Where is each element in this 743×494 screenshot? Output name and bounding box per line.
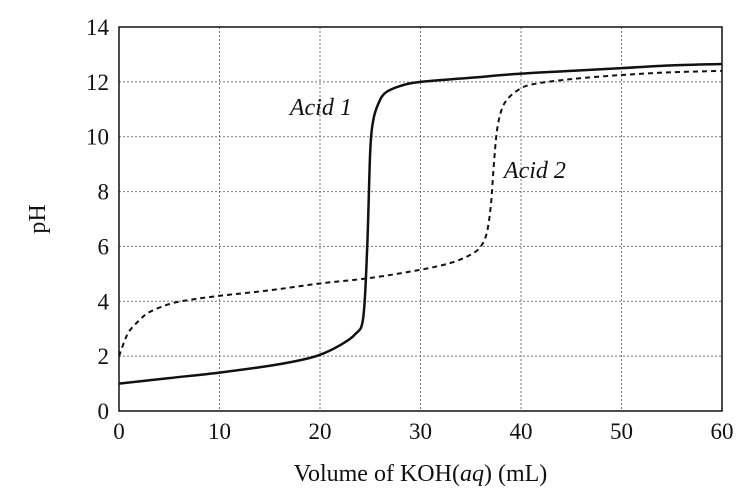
plot-frame: [118, 26, 723, 412]
series-label-acid-2: Acid 2: [502, 158, 566, 184]
x-tick-label: 50: [610, 419, 633, 444]
y-tick-label: 6: [98, 234, 110, 259]
y-tick-label: 8: [98, 180, 110, 205]
y-axis-label: pH: [25, 204, 51, 233]
y-tick-labels: 0 2 4 6 8 10 12 14: [86, 15, 110, 424]
y-tick-label: 4: [98, 289, 110, 314]
y-tick-label: 2: [98, 344, 110, 369]
series-line-acid-1: [118, 62, 723, 385]
x-tick-label: 30: [409, 419, 432, 444]
x-tick-label: 60: [711, 419, 734, 444]
x-tick-label: 40: [510, 419, 533, 444]
series-labels: Acid 1 Acid 2: [288, 95, 566, 184]
x-tick-label: 20: [309, 419, 332, 444]
x-axis-label: Volume of KOH(aq) (mL): [294, 461, 548, 487]
y-tick-label: 14: [86, 15, 110, 40]
x-tick-label: 10: [208, 419, 231, 444]
series-lines: [118, 62, 723, 385]
y-tick-label: 12: [86, 70, 109, 95]
y-tick-label: 10: [86, 125, 109, 150]
series-line-acid-2: [118, 69, 723, 357]
series-label-acid-1: Acid 1: [288, 95, 352, 121]
x-tick-label: 0: [113, 419, 125, 444]
grid-lines: [119, 27, 722, 411]
y-tick-label: 0: [98, 399, 110, 424]
x-tick-labels: 0 10 20 30 40 50 60: [113, 419, 733, 444]
